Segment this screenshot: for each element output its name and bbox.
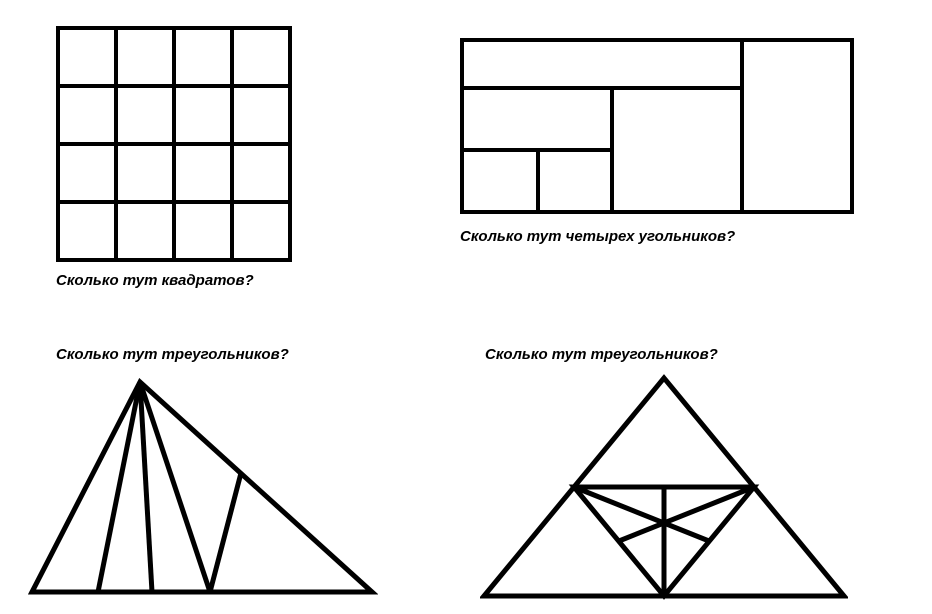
figure2-caption: Сколько тут четырех угольников?	[460, 228, 735, 245]
figure3-caption: Сколько тут треугольников?	[56, 346, 289, 363]
triangle-medial-svg	[480, 374, 848, 600]
figure-squares-grid	[56, 26, 292, 262]
figure4-caption: Сколько тут треугольников?	[485, 346, 718, 363]
triangle-fan-svg	[28, 378, 378, 598]
figure-triangle-medial	[480, 374, 848, 600]
grid-svg	[56, 26, 292, 262]
figure-triangle-fan	[28, 378, 378, 598]
figure1-caption: Сколько тут квадратов?	[56, 272, 254, 289]
rect-svg	[460, 38, 854, 214]
figure-rectangles	[460, 38, 854, 214]
